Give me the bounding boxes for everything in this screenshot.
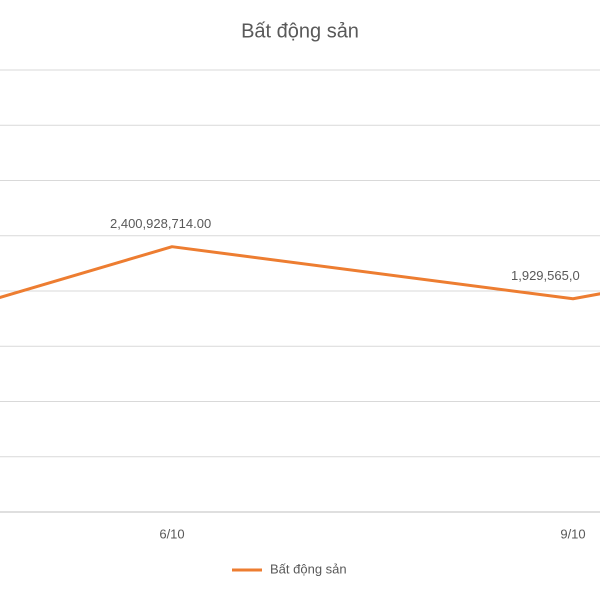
line-series (0, 245, 600, 301)
x-tick-label: 6/10 (159, 526, 184, 541)
legend-label: Bất động sản (270, 561, 347, 576)
x-tick-label: 9/10 (560, 526, 585, 541)
data-label: 2,400,928,714.00 (110, 216, 211, 231)
chart-title: Bất động sản (241, 20, 359, 42)
data-label: 1,929,565,0 (511, 268, 580, 283)
